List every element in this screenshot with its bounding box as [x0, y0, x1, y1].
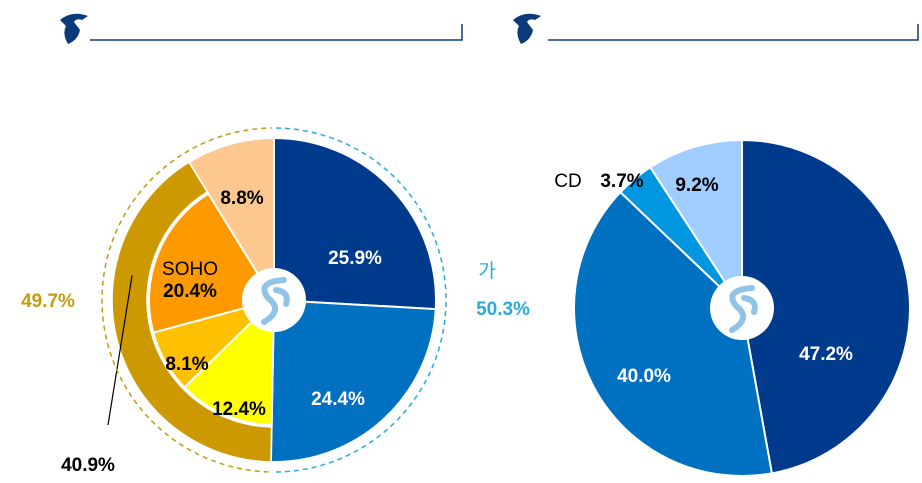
ring-segment: [111, 161, 273, 463]
value-label: 20.4%: [163, 281, 217, 302]
leader-line: [107, 275, 133, 426]
value-label: 47.2%: [799, 344, 853, 365]
value-label: 24.4%: [311, 389, 365, 410]
group-value: 49.7%: [21, 291, 75, 312]
pie-slice: [187, 136, 275, 304]
pie-slice: [269, 298, 437, 463]
value-label: 9.2%: [675, 175, 718, 196]
value-label: 40.0%: [617, 366, 671, 387]
value-label: 3.7%: [600, 171, 643, 192]
logo-mark: [729, 285, 758, 333]
icon: [513, 13, 541, 44]
header-line: [548, 24, 919, 41]
icon: [60, 13, 88, 44]
group-value: 50.3%: [476, 299, 530, 320]
ring-label: 40.9%: [61, 455, 115, 476]
category-label: SOHO: [162, 259, 218, 280]
pie-slice: [573, 190, 774, 477]
pie-slice: [183, 297, 276, 426]
pie-chart: [573, 138, 911, 477]
pie-slice: [273, 136, 437, 311]
category-label: CD: [554, 171, 581, 192]
group-arc: [101, 127, 272, 473]
logo-mark: [261, 277, 290, 325]
header-line: [90, 24, 463, 41]
value-label: 8.8%: [220, 188, 263, 209]
value-label: 25.9%: [328, 248, 382, 269]
pie-slice: [741, 138, 911, 475]
header-left: [60, 13, 463, 44]
group-label: 가: [478, 260, 495, 282]
group-arc: [272, 127, 447, 473]
header-right: [513, 13, 919, 44]
pie-slice: [648, 138, 743, 312]
value-label: 8.1%: [165, 354, 208, 375]
value-label: 12.4%: [212, 399, 266, 420]
